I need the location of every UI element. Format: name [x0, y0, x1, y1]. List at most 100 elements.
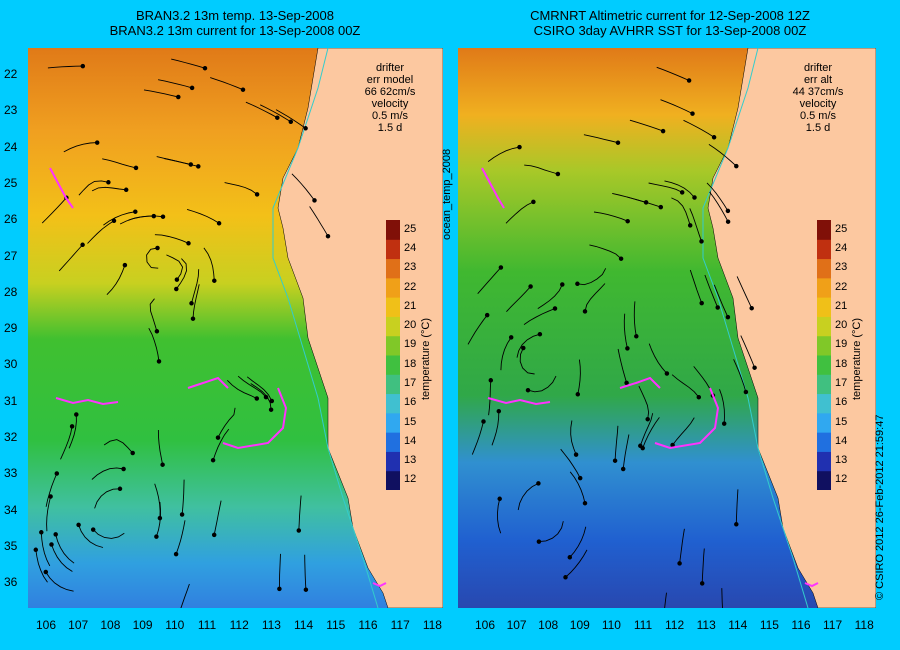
current-streamline: [78, 524, 104, 548]
current-streamline: [671, 374, 700, 398]
current-arrowhead: [80, 63, 86, 69]
current-arrowhead: [620, 466, 626, 472]
current-streamline: [633, 301, 637, 337]
current-arrowhead: [43, 569, 49, 575]
current-streamline: [46, 496, 52, 532]
current-arrowhead: [186, 241, 191, 246]
current-streamline: [60, 426, 73, 460]
colorbar-band: [817, 258, 831, 279]
right-drifter-tracks: [481, 167, 819, 588]
current-arrowhead: [156, 359, 162, 364]
current-arrowhead: [288, 119, 294, 125]
left-map: [28, 48, 443, 608]
current-streamline: [689, 269, 703, 304]
colorbar-band: [817, 335, 831, 356]
lon-tick: 114: [294, 618, 314, 632]
current-arrowhead: [160, 462, 165, 467]
right-title-line1: CMRNRT Altimetric current for 12-Sep-200…: [530, 8, 810, 23]
colorbar-tick-label: 17: [404, 376, 417, 389]
current-arrowhead: [202, 65, 208, 71]
current-arrowhead: [49, 542, 54, 547]
lon-tick: 111: [197, 618, 217, 632]
current-streamline: [94, 488, 121, 509]
current-arrowhead: [154, 534, 159, 539]
current-arrowhead: [536, 539, 542, 544]
current-streamline: [656, 66, 690, 81]
current-arrowhead: [39, 530, 44, 535]
current-streamline: [577, 268, 607, 286]
colorbar-tick-label: 14: [835, 434, 848, 447]
current-streamline: [477, 267, 502, 294]
right-colorbar-title: temperature (°C): [851, 317, 863, 400]
colorbar-tick-label: 24: [404, 241, 417, 254]
right-legend-drifter: drifter: [803, 62, 833, 74]
lon-tick: 107: [506, 618, 527, 632]
current-arrowhead: [121, 466, 126, 472]
right-map: [458, 48, 876, 608]
current-arrowhead: [560, 282, 565, 287]
lon-tick: 109: [132, 618, 153, 632]
current-arrowhead: [573, 452, 579, 457]
lon-tick: 111: [633, 618, 653, 632]
colorbar-band: [817, 316, 831, 337]
lon-tick: 115: [326, 618, 346, 632]
right-legend-velocity-scale: 0.5 m/s: [799, 110, 837, 122]
current-streamline: [538, 521, 564, 543]
current-arrowhead: [174, 286, 179, 292]
current-streamline: [157, 429, 164, 465]
lon-tick: 116: [358, 618, 378, 632]
current-arrowhead: [210, 457, 216, 463]
current-arrowhead: [189, 301, 194, 306]
current-arrowhead: [582, 500, 588, 506]
current-arrowhead: [625, 346, 630, 351]
current-streamline: [560, 448, 581, 479]
current-arrowhead: [268, 407, 274, 412]
current-arrowhead: [106, 180, 111, 185]
current-streamline: [733, 359, 747, 393]
current-arrowhead: [53, 532, 58, 537]
lon-tick: 118: [422, 618, 442, 632]
current-streamline: [683, 119, 715, 138]
current-arrowhead: [133, 165, 139, 171]
current-arrowhead: [54, 471, 60, 476]
right-legend-err-value: 44 37cm/s: [792, 86, 844, 98]
current-streamline: [192, 284, 200, 319]
current-arrowhead: [658, 204, 664, 210]
current-arrowhead: [690, 111, 695, 116]
current-streamline: [278, 553, 281, 589]
colorbar-band: [386, 393, 400, 414]
colorbar-band: [386, 470, 400, 490]
current-arrowhead: [69, 424, 75, 429]
current-arrowhead: [154, 329, 160, 334]
right-land: [707, 48, 876, 608]
current-streamline: [298, 495, 302, 531]
colorbar-tick-label: 20: [404, 319, 417, 332]
colorbar-band: [386, 432, 400, 452]
current-arrowhead: [552, 306, 558, 311]
current-arrowhead: [496, 408, 502, 414]
current-streamline: [55, 534, 75, 564]
current-streamline: [51, 544, 73, 572]
lon-tick: 106: [474, 618, 496, 632]
current-arrowhead: [664, 371, 670, 376]
current-streamline: [106, 264, 126, 296]
current-arrowhead: [325, 233, 331, 239]
current-arrowhead: [123, 187, 129, 193]
colorbar-band: [386, 355, 400, 375]
left-legend-velocity-scale: 0.5 m/s: [371, 110, 409, 122]
lon-tick: 113: [696, 618, 716, 632]
current-streamline: [154, 234, 189, 244]
current-arrowhead: [303, 126, 308, 131]
left-legend-err-label: err model: [366, 74, 414, 86]
current-streamline: [224, 182, 258, 195]
current-streamline: [735, 489, 739, 525]
current-arrowhead: [696, 394, 702, 400]
current-arrowhead: [711, 135, 717, 140]
lon-tick: 114: [728, 618, 748, 632]
left-isobath: [272, 48, 379, 608]
current-streamline: [166, 254, 184, 280]
colorbar-band: [817, 412, 831, 433]
right-isobath: [702, 48, 809, 608]
current-arrowhead: [80, 242, 85, 248]
current-arrowhead: [216, 221, 222, 226]
